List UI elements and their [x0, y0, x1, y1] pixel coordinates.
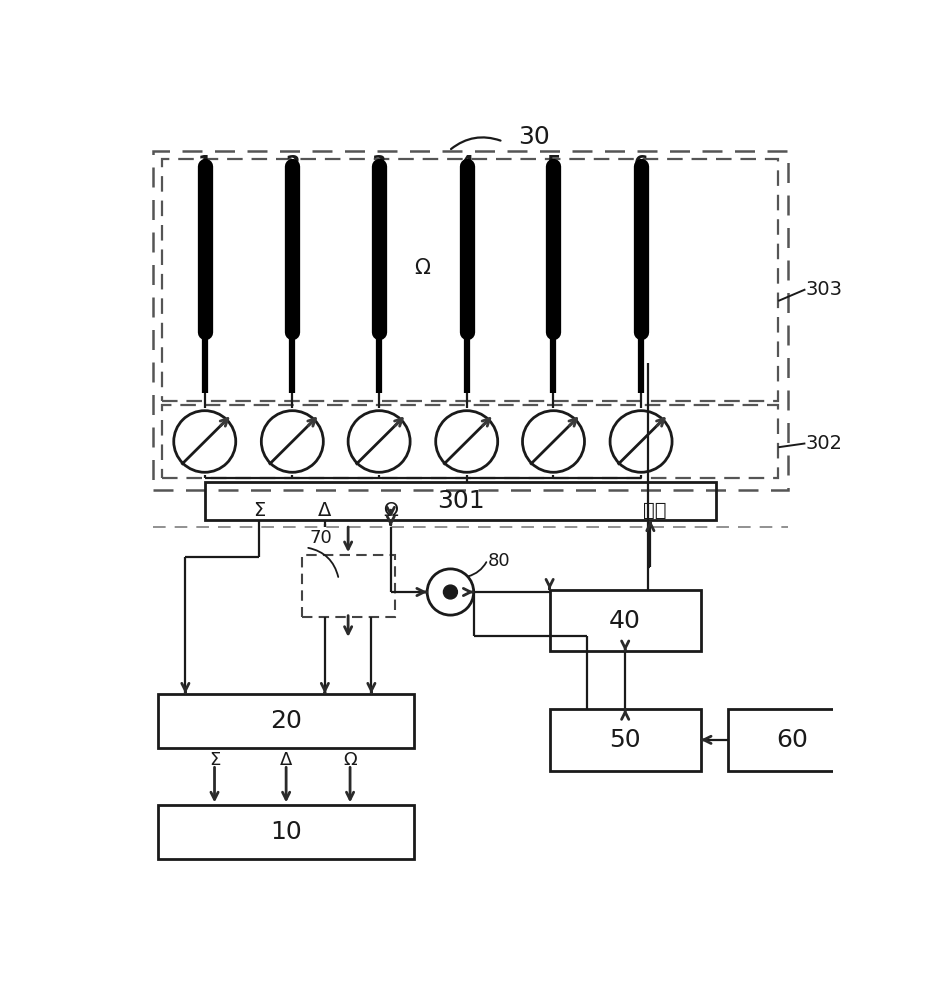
Bar: [153, 151, 788, 490]
Text: 30: 30: [518, 125, 550, 149]
Text: Δ: Δ: [280, 751, 292, 769]
Text: 发射: 发射: [643, 501, 666, 520]
Circle shape: [443, 585, 457, 599]
Bar: [549, 709, 701, 771]
Bar: [158, 694, 414, 748]
Text: 3: 3: [372, 155, 387, 175]
Text: 60: 60: [776, 728, 808, 752]
Text: Ω: Ω: [413, 258, 430, 278]
Text: 80: 80: [487, 552, 511, 570]
Bar: [302, 555, 395, 617]
Text: Σ: Σ: [253, 501, 265, 520]
Text: 301: 301: [437, 489, 485, 513]
Bar: [158, 805, 414, 859]
Text: 20: 20: [270, 709, 302, 733]
FancyArrowPatch shape: [468, 562, 487, 576]
FancyArrowPatch shape: [308, 548, 339, 577]
Text: 5: 5: [546, 155, 561, 175]
Text: 50: 50: [610, 728, 641, 752]
Text: Δ: Δ: [318, 501, 331, 520]
Text: 303: 303: [806, 280, 843, 299]
Bar: [162, 159, 778, 401]
Text: 70: 70: [309, 529, 332, 547]
Bar: [549, 590, 701, 651]
Text: 10: 10: [270, 820, 302, 844]
Text: Ω: Ω: [343, 751, 357, 769]
Text: 40: 40: [610, 608, 641, 633]
Text: 4: 4: [460, 155, 474, 175]
Bar: [204, 482, 716, 520]
Text: Ω: Ω: [383, 501, 398, 520]
Text: 6: 6: [634, 155, 648, 175]
Text: 2: 2: [285, 155, 300, 175]
Text: 302: 302: [806, 434, 843, 453]
Text: Σ: Σ: [209, 751, 220, 769]
Bar: [728, 709, 856, 771]
Text: 1: 1: [198, 155, 212, 175]
FancyArrowPatch shape: [451, 137, 500, 149]
Bar: [162, 405, 778, 478]
